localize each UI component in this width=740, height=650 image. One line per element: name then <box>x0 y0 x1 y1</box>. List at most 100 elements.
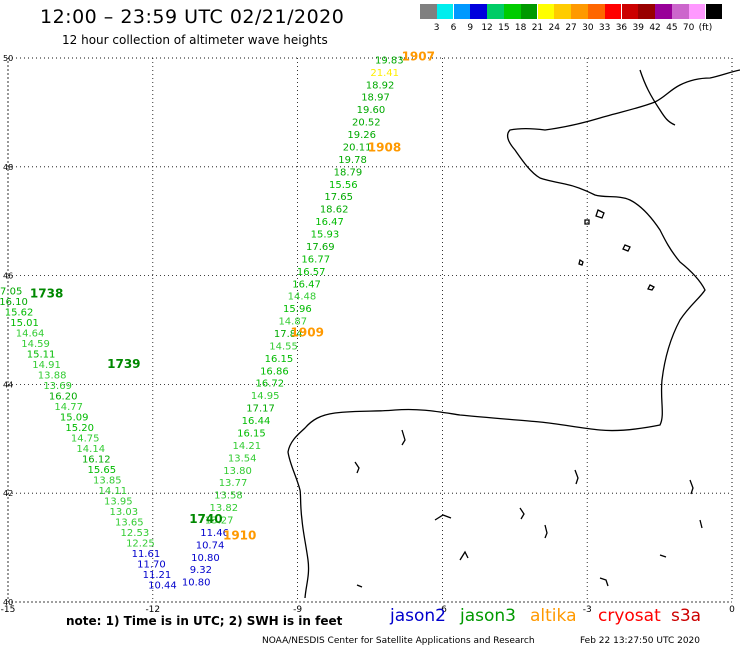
inland-water-1 <box>354 461 360 474</box>
swh-value-label: 13.58 <box>214 491 243 502</box>
legend-swatch <box>705 4 723 19</box>
swh-value-label: 18.92 <box>366 80 395 91</box>
legend-label: 33 <box>598 23 611 33</box>
lon-tick-label: -15 <box>1 605 16 615</box>
inland-water-5 <box>519 507 525 520</box>
swh-value-label: 14.77 <box>54 402 83 413</box>
swh-value-label: 16.57 <box>297 267 326 278</box>
swh-value-label: 16.12 <box>82 455 111 466</box>
legend-swatch <box>470 4 487 19</box>
swh-value-label: 14.64 <box>16 329 45 340</box>
legend-swatch <box>604 4 622 19</box>
swh-value-label: 19.83 <box>375 55 404 66</box>
legend-swatch <box>688 4 706 19</box>
swh-value-label: 11.46 <box>200 528 229 539</box>
swh-value-label: 11.21 <box>143 570 172 581</box>
inland-water-11 <box>544 524 548 539</box>
legend-label: 3 <box>433 23 440 33</box>
swh-value-label: 14.87 <box>278 317 307 328</box>
legend-swatch <box>520 4 538 19</box>
legend-label: 12 <box>481 23 493 33</box>
swh-value-label: 10.44 <box>148 580 177 591</box>
inland-water-7 <box>574 469 579 485</box>
lat-tick-label: 50 <box>3 54 13 63</box>
swh-value-label: 16.47 <box>315 217 344 228</box>
coast-normandy <box>639 69 676 126</box>
lon-tick-label: -12 <box>145 605 160 615</box>
map-border <box>7 57 733 603</box>
swh-value-label: 16.15 <box>237 428 266 439</box>
track-time-label: 1910 <box>223 528 256 542</box>
legend-label: 42 <box>649 23 661 33</box>
legend-label: 18 <box>514 23 527 33</box>
legend-label: 6 <box>450 23 457 33</box>
track-time-label: 1739 <box>107 357 140 371</box>
swh-value-label: 9.32 <box>190 565 212 576</box>
legend-swatch <box>655 4 672 19</box>
swh-value-label: 13.69 <box>43 381 72 392</box>
swh-value-label: 15.65 <box>87 465 116 476</box>
lat-tick-label: 44 <box>3 380 13 389</box>
inland-water-2 <box>401 429 406 446</box>
axis-labels: -15 -12 -9 -6 -3 0 40 42 44 46 48 50 <box>1 54 735 615</box>
coast-island-1 <box>595 209 605 219</box>
swh-value-label: 14.11 <box>98 486 127 497</box>
track-time-label: 1909 <box>291 326 324 340</box>
swh-value-label: 13.77 <box>219 478 248 489</box>
footer-credit: NOAA/NESDIS Center for Satellite Applica… <box>262 636 535 646</box>
swh-value-label: 15.20 <box>65 423 94 434</box>
legend-label: 15 <box>498 23 510 33</box>
swh-value-label: 14.14 <box>76 444 105 455</box>
swh-value-label: 16.86 <box>260 366 289 377</box>
inland-water-8 <box>689 479 694 495</box>
swh-value-label: 20.52 <box>352 118 381 129</box>
swh-value-label: 15.09 <box>60 413 89 424</box>
lon-tick-label: 0 <box>729 605 735 615</box>
swh-value-label: 10.74 <box>196 540 225 551</box>
inland-water-4 <box>459 550 469 561</box>
lon-tick-label: -3 <box>583 605 592 615</box>
swh-value-label: 13.54 <box>228 453 257 464</box>
legend-swatch <box>436 4 454 19</box>
satellite-s3a: s3a <box>671 606 702 626</box>
swh-value-label: 18.97 <box>361 93 390 104</box>
map-grid <box>7 57 733 603</box>
inland-water-12 <box>356 584 363 588</box>
swh-value-label: 15.01 <box>10 318 39 329</box>
coast-mainland <box>287 69 740 599</box>
legend-label: 21 <box>531 23 544 33</box>
swh-value-label: 13.03 <box>110 507 139 518</box>
swh-value-label: 13.82 <box>210 503 239 514</box>
legend-label: 9 <box>467 23 474 33</box>
lat-tick-label: 48 <box>3 163 13 172</box>
satellite-cryosat: cryosat <box>598 606 661 626</box>
swh-value-label: 15.93 <box>311 230 340 241</box>
legend-label: 24 <box>548 23 560 33</box>
swh-value-label: 19.26 <box>347 130 376 141</box>
swh-value-label: 11.70 <box>137 559 166 570</box>
chart-title: 12:00 – 23:59 UTC 02/21/2020 <box>40 6 345 28</box>
swh-value-label: 16.44 <box>242 416 271 427</box>
swh-value-label: 14.75 <box>71 434 100 445</box>
swh-value-label: 14.95 <box>251 391 280 402</box>
swh-value-label: 19.78 <box>338 155 367 166</box>
note-text: note: 1) Time is in UTC; 2) SWH is in fe… <box>66 614 343 628</box>
swh-value-label: 13.85 <box>93 475 122 486</box>
swh-value-label: 16.15 <box>265 354 294 365</box>
swh-value-label: 18.62 <box>320 205 349 216</box>
track-time-label: 1740 <box>189 512 222 526</box>
chart-subtitle: 12 hour collection of altimeter wave hei… <box>62 33 328 47</box>
legend-swatch <box>487 4 504 19</box>
swh-value-label: 17.05 <box>0 287 22 298</box>
swh-value-label: 16.47 <box>292 279 321 290</box>
swh-value-label: 16.72 <box>255 379 284 390</box>
swh-value-label: 16.20 <box>49 392 78 403</box>
inland-water-3 <box>434 514 452 521</box>
legend-swatch <box>420 4 437 19</box>
legend-label: 39 <box>632 23 644 33</box>
swh-value-label: 16.77 <box>301 254 330 265</box>
track-time-label: 1738 <box>30 286 63 300</box>
swh-value-label: 11.61 <box>132 549 161 560</box>
lat-tick-label: 42 <box>3 489 13 498</box>
lat-tick-label: 46 <box>3 272 13 281</box>
